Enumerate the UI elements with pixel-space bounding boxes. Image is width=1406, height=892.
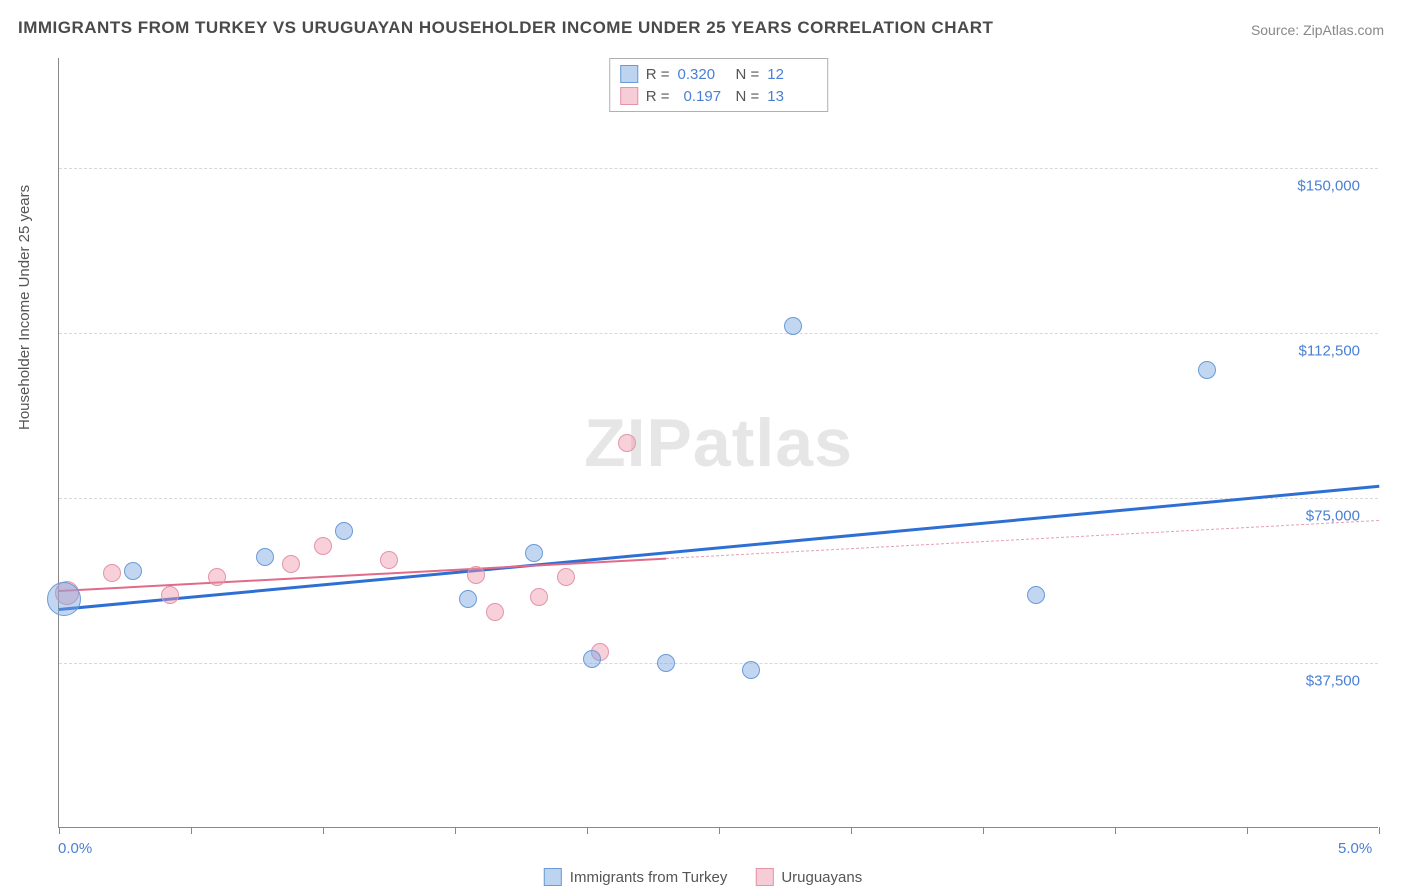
watermark-atlas: atlas xyxy=(693,405,853,481)
y-axis-label: Householder Income Under 25 years xyxy=(16,185,33,430)
x-tick xyxy=(719,827,720,834)
source-attribution: Source: ZipAtlas.com xyxy=(1251,22,1384,38)
x-tick xyxy=(851,827,852,834)
data-point xyxy=(47,582,81,616)
data-point xyxy=(161,586,179,604)
plot-area: ZIPatlas R = 0.320 N = 12 R = 0.197 N = … xyxy=(58,58,1378,828)
gridline xyxy=(59,168,1378,169)
data-point xyxy=(657,654,675,672)
r-value: 0.320 xyxy=(678,66,728,83)
x-tick xyxy=(1379,827,1380,834)
n-label: N = xyxy=(736,66,760,83)
x-tick xyxy=(983,827,984,834)
data-point xyxy=(784,317,802,335)
data-point xyxy=(282,555,300,573)
y-tick-label: $150,000 xyxy=(1297,178,1360,195)
trend-line xyxy=(59,485,1379,611)
data-point xyxy=(557,568,575,586)
data-point xyxy=(467,566,485,584)
swatch-series-0 xyxy=(620,65,638,83)
legend-item-series-1: Uruguayans xyxy=(755,868,862,886)
data-point xyxy=(256,548,274,566)
data-point xyxy=(459,590,477,608)
y-tick-label: $112,500 xyxy=(1299,343,1360,360)
chart-title: IMMIGRANTS FROM TURKEY VS URUGUAYAN HOUS… xyxy=(18,18,993,38)
r-value: 0.197 xyxy=(678,88,728,105)
data-point xyxy=(314,537,332,555)
data-point xyxy=(124,562,142,580)
x-tick xyxy=(1247,827,1248,834)
gridline xyxy=(59,333,1378,334)
bottom-legend: Immigrants from Turkey Uruguayans xyxy=(544,868,862,886)
data-point xyxy=(742,661,760,679)
swatch-series-1 xyxy=(755,868,773,886)
r-label: R = xyxy=(646,66,670,83)
y-tick-label: $37,500 xyxy=(1306,673,1360,690)
data-point xyxy=(530,588,548,606)
swatch-series-1 xyxy=(620,87,638,105)
data-point xyxy=(103,564,121,582)
stats-legend: R = 0.320 N = 12 R = 0.197 N = 13 xyxy=(609,58,829,112)
x-tick xyxy=(455,827,456,834)
x-tick-label-max: 5.0% xyxy=(1338,840,1372,857)
data-point xyxy=(335,522,353,540)
data-point xyxy=(525,544,543,562)
n-value: 13 xyxy=(767,88,817,105)
data-point xyxy=(486,603,504,621)
x-tick xyxy=(1115,827,1116,834)
x-tick xyxy=(59,827,60,834)
data-point xyxy=(380,551,398,569)
data-point xyxy=(618,434,636,452)
legend-label: Uruguayans xyxy=(781,869,862,886)
x-tick-label-min: 0.0% xyxy=(58,840,92,857)
trend-line xyxy=(666,520,1379,559)
gridline xyxy=(59,498,1378,499)
x-tick xyxy=(587,827,588,834)
data-point xyxy=(1027,586,1045,604)
legend-item-series-0: Immigrants from Turkey xyxy=(544,868,728,886)
n-label: N = xyxy=(736,88,760,105)
legend-label: Immigrants from Turkey xyxy=(570,869,728,886)
trend-line xyxy=(59,558,666,592)
stats-row-series-0: R = 0.320 N = 12 xyxy=(620,63,818,85)
stats-row-series-1: R = 0.197 N = 13 xyxy=(620,85,818,107)
x-tick xyxy=(191,827,192,834)
x-tick xyxy=(323,827,324,834)
r-label: R = xyxy=(646,88,670,105)
data-point xyxy=(208,568,226,586)
swatch-series-0 xyxy=(544,868,562,886)
watermark-zip: ZIP xyxy=(584,405,693,481)
data-point xyxy=(1198,361,1216,379)
data-point xyxy=(583,650,601,668)
n-value: 12 xyxy=(767,66,817,83)
gridline xyxy=(59,663,1378,664)
